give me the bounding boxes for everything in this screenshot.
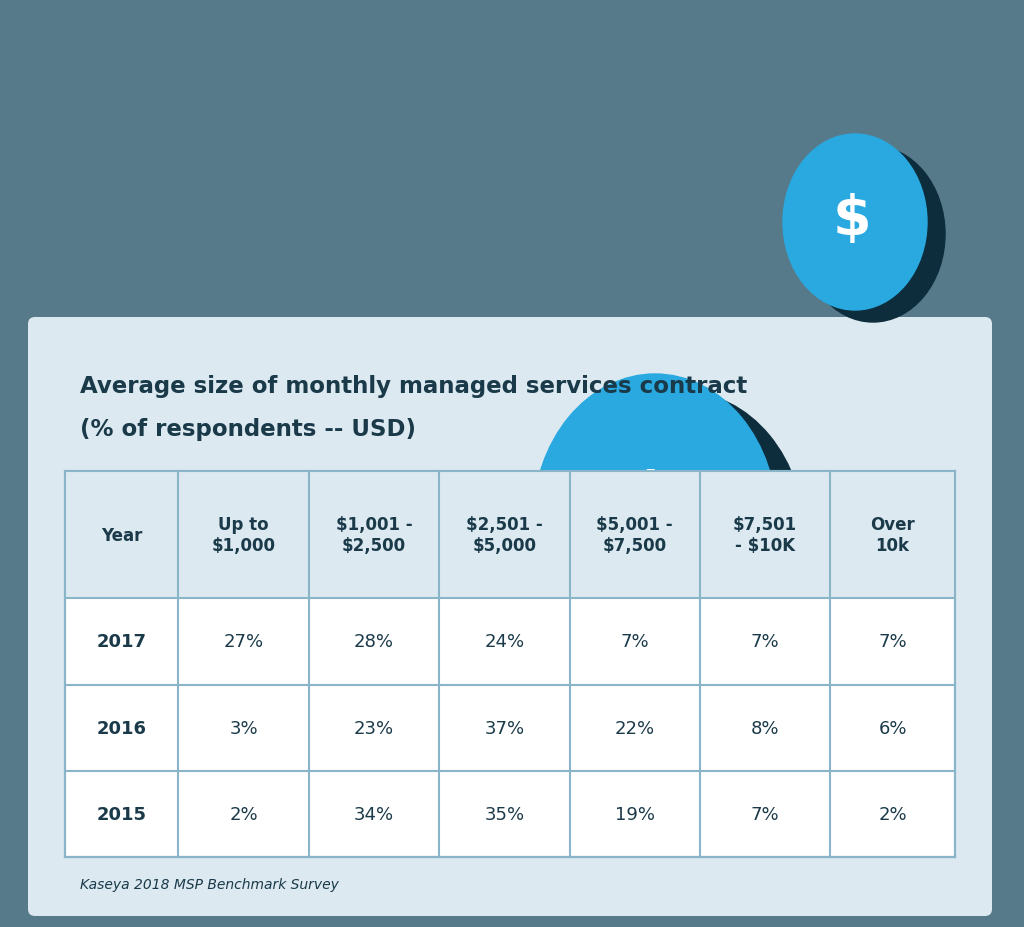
Text: Kaseya 2018 MSP Benchmark Survey: Kaseya 2018 MSP Benchmark Survey <box>80 877 339 891</box>
Text: Up to
$1,000: Up to $1,000 <box>212 515 275 554</box>
Bar <box>65 472 955 857</box>
Text: 34%: 34% <box>354 805 394 823</box>
Text: 2%: 2% <box>879 805 907 823</box>
Ellipse shape <box>534 375 777 670</box>
Text: 2017: 2017 <box>96 633 146 651</box>
Text: Average size of monthly managed services contract: Average size of monthly managed services… <box>80 375 748 398</box>
Text: 35%: 35% <box>484 805 524 823</box>
Text: $5,001 -
$7,500: $5,001 - $7,500 <box>596 515 673 554</box>
Text: $7,501
- $10K: $7,501 - $10K <box>733 515 797 554</box>
Text: 2016: 2016 <box>96 719 146 737</box>
Text: 19%: 19% <box>614 805 654 823</box>
Text: 7%: 7% <box>621 633 649 651</box>
Text: 2015: 2015 <box>96 805 146 823</box>
Text: $1,001 -
$2,500: $1,001 - $2,500 <box>336 515 413 554</box>
Ellipse shape <box>566 632 774 699</box>
Text: Year: Year <box>101 527 142 544</box>
Text: 3%: 3% <box>229 719 258 737</box>
Text: 7%: 7% <box>751 805 779 823</box>
Text: 7%: 7% <box>751 633 779 651</box>
Text: 8%: 8% <box>751 719 779 737</box>
Text: 28%: 28% <box>354 633 394 651</box>
Text: 6%: 6% <box>879 719 907 737</box>
Text: 7%: 7% <box>879 633 907 651</box>
Text: Over
10k: Over 10k <box>870 515 915 554</box>
Ellipse shape <box>801 146 945 323</box>
Ellipse shape <box>561 392 805 688</box>
Text: 2%: 2% <box>229 805 258 823</box>
Text: 22%: 22% <box>614 719 654 737</box>
Ellipse shape <box>783 134 927 311</box>
Text: $: $ <box>615 469 685 565</box>
Text: (% of respondents -- USD): (% of respondents -- USD) <box>80 418 416 441</box>
Bar <box>65 472 955 599</box>
Text: 37%: 37% <box>484 719 524 737</box>
Text: 23%: 23% <box>354 719 394 737</box>
Text: 24%: 24% <box>484 633 524 651</box>
Text: $: $ <box>833 193 871 247</box>
Text: $2,501 -
$5,000: $2,501 - $5,000 <box>466 515 543 554</box>
Text: 27%: 27% <box>223 633 263 651</box>
FancyBboxPatch shape <box>28 318 992 916</box>
